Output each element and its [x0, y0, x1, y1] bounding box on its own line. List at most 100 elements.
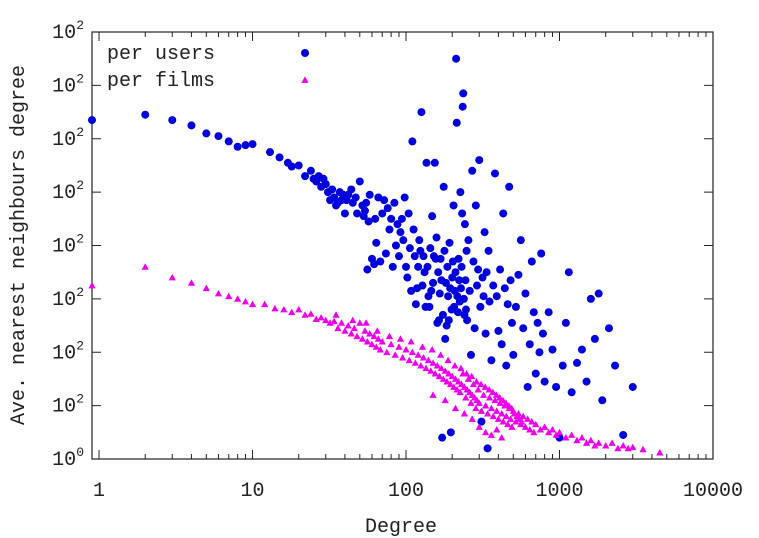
films-point	[261, 300, 269, 308]
users-point	[497, 340, 506, 349]
films-point	[499, 418, 507, 425]
users-point	[365, 190, 374, 199]
films-point	[530, 428, 538, 436]
films-point	[330, 317, 338, 325]
users-point	[567, 388, 576, 397]
users-point	[586, 294, 595, 303]
users-point	[460, 220, 469, 229]
users-point	[381, 249, 390, 258]
users-point	[496, 265, 505, 274]
users-point	[233, 142, 242, 151]
films-point	[444, 356, 452, 364]
users-point	[537, 249, 546, 258]
users-point	[445, 238, 454, 247]
users-point	[376, 257, 385, 266]
users-point	[422, 158, 431, 167]
films-point	[483, 410, 492, 417]
users-point	[362, 198, 371, 207]
users-point	[544, 308, 553, 317]
films-point	[524, 415, 532, 422]
users-point	[491, 169, 500, 178]
users-point	[441, 278, 450, 287]
films-point	[519, 412, 527, 420]
films-point	[485, 394, 494, 401]
films-point	[441, 396, 449, 404]
users-point	[410, 252, 419, 261]
films-point	[448, 372, 456, 380]
films-point	[532, 420, 540, 428]
films-point	[518, 418, 526, 425]
films-point	[419, 353, 428, 361]
films-point	[602, 442, 610, 449]
plot-frame	[91, 31, 714, 460]
users-point	[388, 262, 397, 271]
users-point	[387, 214, 396, 223]
users-point	[511, 302, 520, 311]
users-point	[404, 209, 413, 218]
films-point	[356, 319, 364, 326]
films-point	[441, 367, 449, 374]
users-point	[521, 289, 530, 298]
films-point	[241, 297, 250, 305]
films-point	[460, 410, 468, 417]
films-point	[362, 319, 370, 326]
users-point	[461, 276, 470, 285]
users-point	[479, 292, 488, 301]
films-point	[428, 345, 436, 353]
users-point	[391, 241, 400, 250]
users-point	[347, 185, 356, 194]
films-point	[141, 263, 149, 270]
users-point	[248, 140, 257, 149]
x-tick-label: 1	[93, 480, 105, 503]
films-point	[487, 431, 496, 438]
films-point	[358, 335, 367, 342]
users-point	[470, 324, 479, 333]
films-point	[317, 313, 325, 321]
users-point	[444, 292, 453, 301]
films-point	[477, 407, 486, 414]
films-point	[446, 380, 455, 388]
films-point	[485, 386, 493, 393]
users-point	[411, 300, 420, 309]
films-point	[374, 335, 382, 342]
users-point	[370, 260, 379, 269]
users-point	[590, 334, 599, 343]
users-point	[507, 318, 516, 327]
users-point	[202, 129, 211, 138]
users-point	[483, 444, 492, 453]
films-point	[587, 436, 595, 444]
users-point	[506, 276, 515, 285]
y-tick-label: 100	[52, 445, 84, 472]
films-point	[479, 391, 488, 398]
users-point	[535, 348, 544, 357]
users-point	[440, 246, 449, 255]
films-point	[491, 396, 499, 404]
films-point	[451, 375, 460, 382]
legend-marker-users	[301, 49, 309, 57]
users-point	[577, 345, 586, 354]
users-point	[561, 318, 570, 327]
users-point	[463, 316, 472, 325]
users-point	[548, 345, 557, 354]
films-point	[301, 311, 309, 318]
users-point	[429, 278, 438, 287]
users-point	[306, 166, 315, 175]
films-point	[462, 370, 471, 377]
users-point	[414, 262, 423, 271]
films-point	[363, 337, 371, 345]
films-point	[366, 329, 374, 337]
users-point	[432, 233, 441, 242]
users-point	[494, 326, 503, 335]
users-point	[604, 324, 613, 333]
users-point	[430, 158, 439, 167]
users-point	[505, 182, 514, 191]
users-point	[628, 382, 637, 391]
users-point	[489, 281, 498, 290]
films-point	[619, 442, 627, 449]
films-point	[383, 348, 391, 356]
films-point	[487, 404, 496, 412]
films-point	[424, 356, 433, 364]
users-point	[426, 244, 435, 253]
films-point	[453, 386, 461, 393]
films-point	[391, 351, 399, 358]
